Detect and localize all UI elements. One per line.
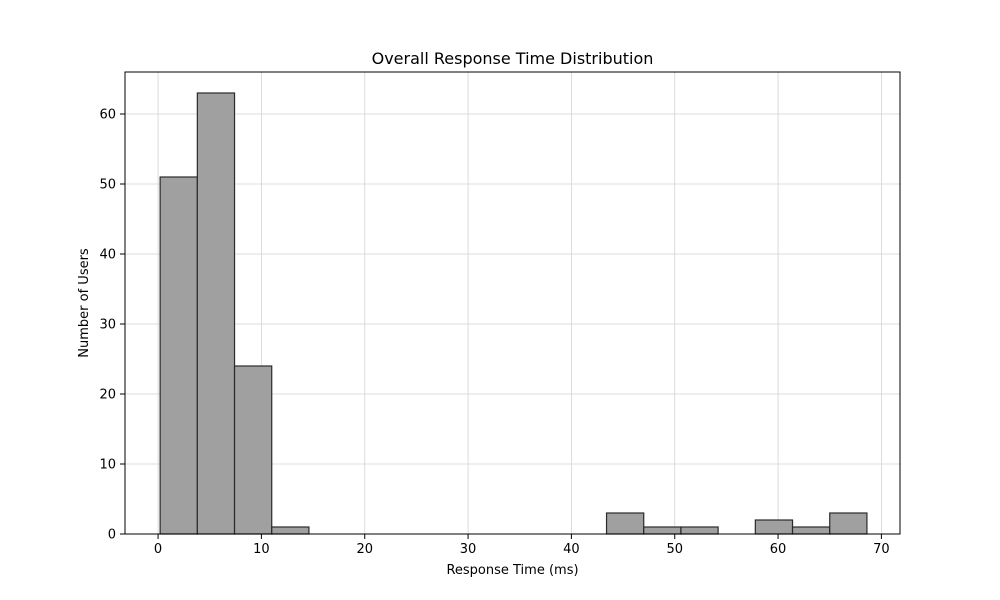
x-axis-label: Response Time (ms): [446, 563, 578, 578]
y-tick-label: 50: [99, 178, 116, 193]
plot-area-frame: [124, 71, 901, 535]
x-tick-label: 10: [253, 542, 270, 557]
y-tick-label: 20: [99, 388, 116, 403]
histogram-bar: [196, 92, 236, 535]
x-tick-label: 70: [873, 542, 890, 557]
y-tick-label: 30: [99, 318, 116, 333]
histogram-bar: [791, 526, 831, 535]
x-tick-label: 0: [154, 542, 162, 557]
histogram-bar: [680, 526, 719, 535]
y-axis-label: Number of Users: [77, 248, 92, 358]
x-tick-label: 40: [563, 542, 580, 557]
y-axis-ticks: 0 10 20 30 40 50 60: [99, 108, 125, 543]
x-axis-ticks: 0 10 20 30 40 50 60 70: [154, 534, 890, 557]
x-tick-label: 30: [460, 542, 477, 557]
histogram-bar: [754, 519, 794, 535]
histogram-bar: [271, 526, 310, 535]
histogram-bar: [233, 365, 273, 535]
histogram-bar: [159, 176, 198, 535]
chart-title: Overall Response Time Distribution: [372, 49, 654, 68]
histogram-bars: [159, 92, 868, 535]
x-tick-label: 60: [770, 542, 787, 557]
histogram-bar: [605, 512, 645, 535]
y-tick-label: 10: [99, 458, 116, 473]
histogram-bar: [829, 512, 868, 535]
y-tick-label: 60: [99, 108, 116, 123]
y-tick-label: 0: [108, 528, 116, 543]
y-tick-label: 40: [99, 248, 116, 263]
histogram-bar: [643, 526, 682, 535]
x-tick-label: 20: [356, 542, 373, 557]
x-tick-label: 50: [666, 542, 683, 557]
